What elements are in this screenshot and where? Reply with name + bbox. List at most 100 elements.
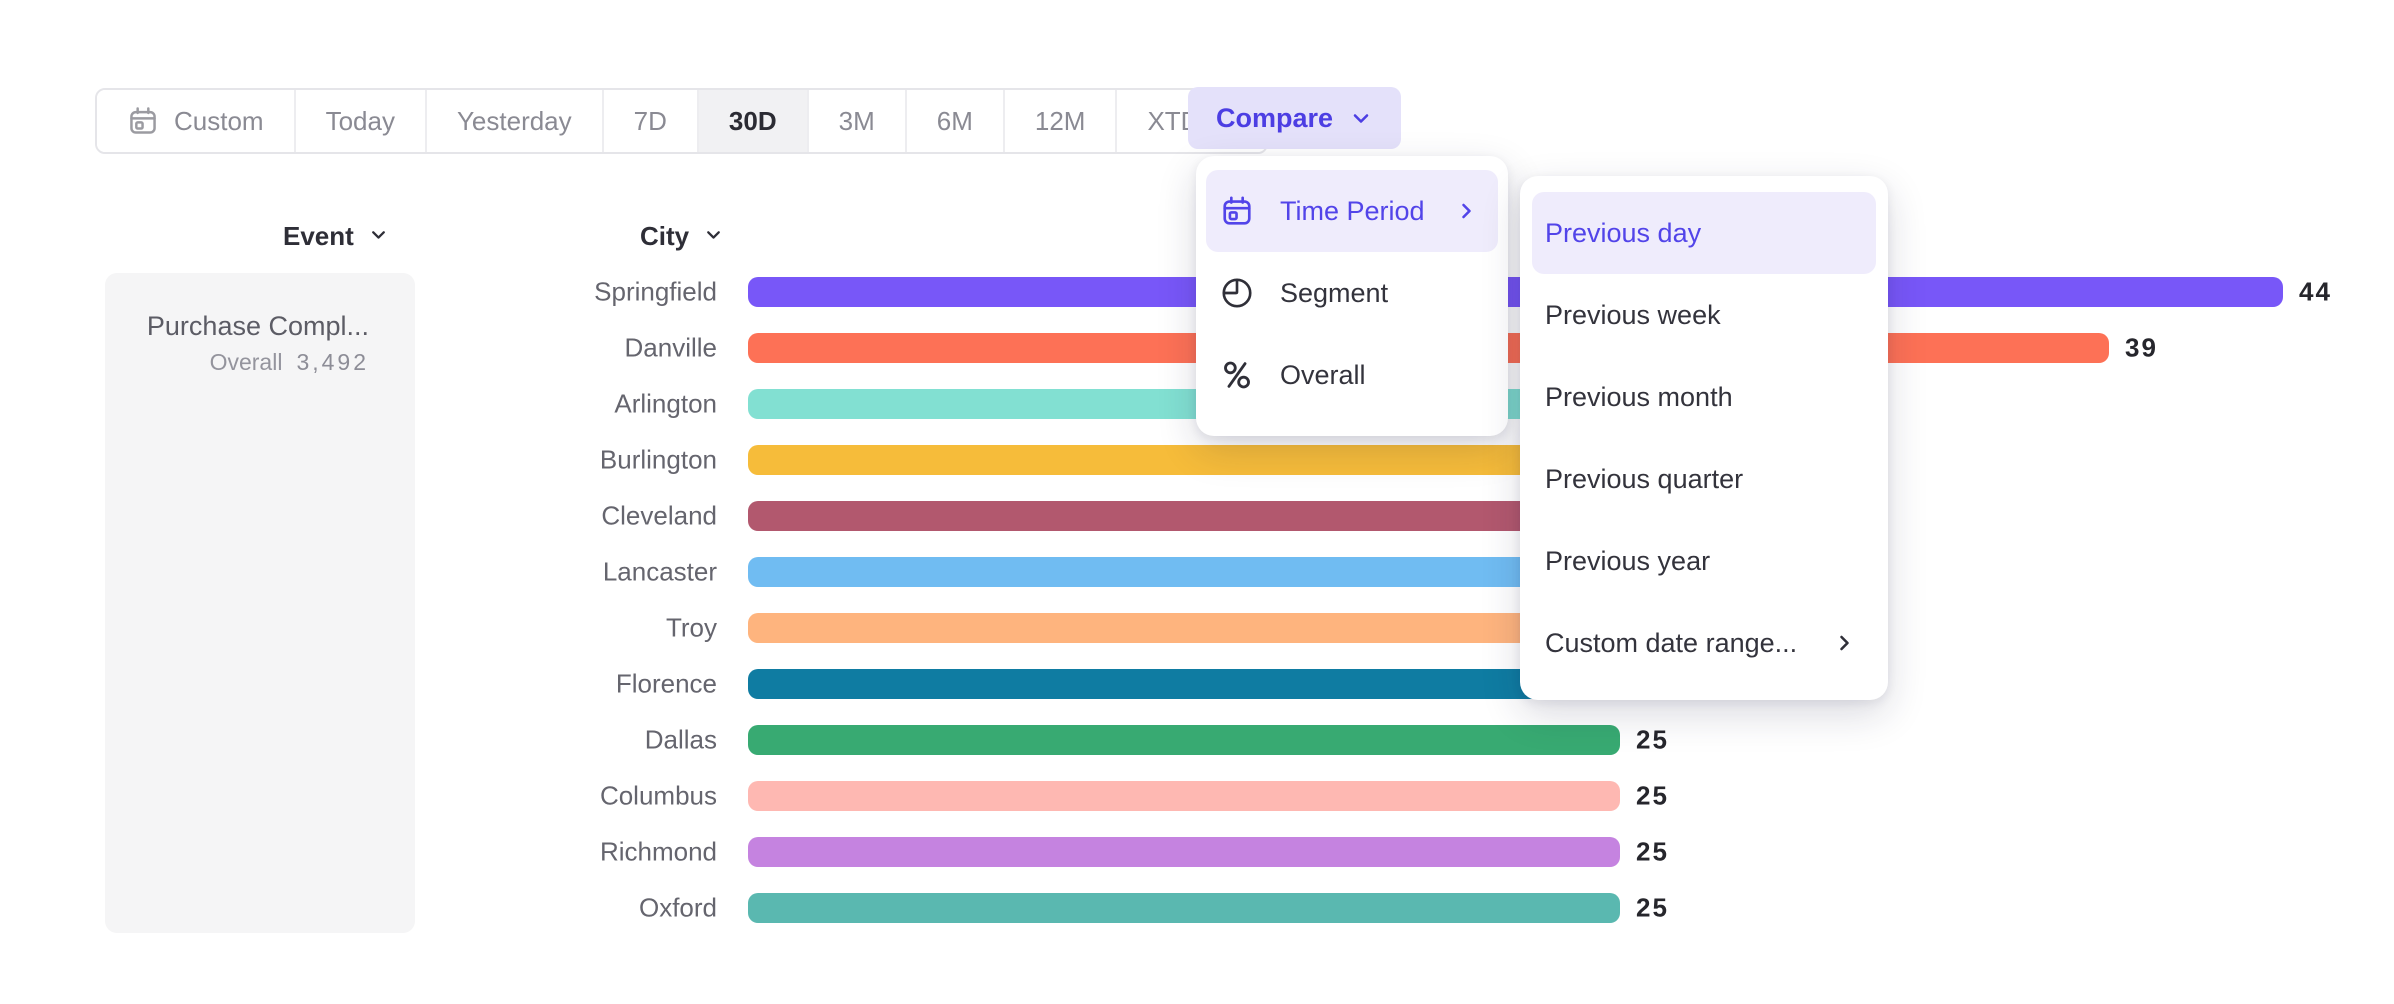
- chevron-down-icon: [703, 221, 724, 252]
- menu-item-label: Previous year: [1545, 545, 1711, 576]
- time-period-submenu: Previous day Previous week Previous month P…: [1520, 176, 1888, 700]
- compare-button[interactable]: Compare: [1188, 87, 1402, 149]
- row-label: Lancaster: [602, 556, 717, 587]
- bar-value: 39: [2125, 332, 2158, 363]
- city-column-header-label: City: [640, 221, 690, 251]
- event-overall-label: Overall: [209, 349, 283, 375]
- segment-pie-icon: [1218, 276, 1256, 310]
- chevron-right-icon: [1840, 635, 1849, 651]
- event-panel: Purchase Compl... Overall 3,492: [105, 273, 415, 933]
- chart-row-lancaster: Lancaster: [0, 544, 2394, 600]
- menu-item-segment[interactable]: Segment: [1206, 252, 1498, 334]
- bar-value: 25: [1636, 892, 1669, 923]
- chart-row-burlington: Burlington: [0, 432, 2394, 488]
- calendar-icon: [130, 107, 156, 134]
- chevron-right-icon: [1462, 203, 1471, 219]
- event-column-header[interactable]: Event: [283, 221, 389, 252]
- range-7d[interactable]: 7D: [603, 90, 699, 152]
- bar-dallas[interactable]: [748, 725, 1620, 755]
- menu-item-label: Previous month: [1545, 381, 1733, 412]
- row-label: Springfield: [594, 276, 717, 307]
- menu-item-previous-year[interactable]: Previous year: [1532, 520, 1876, 602]
- range-label: 7D: [633, 105, 667, 136]
- menu-item-previous-day[interactable]: Previous day: [1532, 192, 1876, 274]
- menu-item-time-period[interactable]: Time Period: [1206, 170, 1498, 252]
- chart-row-springfield: Springfield 44: [0, 264, 2394, 320]
- chart-row-troy: Troy: [0, 600, 2394, 656]
- chevron-down-icon: [1353, 114, 1369, 123]
- event-list-item[interactable]: Purchase Compl... Overall 3,492: [105, 273, 415, 403]
- compare-menu: Time Period Segment Overall: [1196, 156, 1508, 436]
- row-label: Oxford: [638, 892, 717, 923]
- menu-item-label: Time Period: [1280, 195, 1425, 226]
- city-column-header[interactable]: City: [640, 221, 724, 252]
- percent-icon: [1224, 361, 1250, 389]
- menu-item-overall[interactable]: Overall: [1206, 334, 1498, 416]
- chevron-down-icon: [368, 221, 389, 252]
- range-label: Today: [325, 105, 395, 136]
- range-custom[interactable]: Custom: [97, 90, 296, 152]
- segment-pie-icon: [1222, 278, 1252, 308]
- menu-item-label: Custom date range...: [1545, 627, 1798, 658]
- chevron-down-icon: [707, 231, 721, 239]
- calendar-icon: [1223, 196, 1251, 225]
- menu-item-previous-week[interactable]: Previous week: [1532, 274, 1876, 356]
- event-overall: Overall 3,492: [210, 349, 369, 376]
- range-label: 12M: [1034, 105, 1086, 136]
- menu-item-label: Previous day: [1545, 217, 1702, 248]
- chart-row-richmond: Richmond 25: [0, 824, 2394, 880]
- menu-item-label: Previous quarter: [1545, 463, 1744, 494]
- bar-value: 25: [1636, 724, 1669, 755]
- bar-value: 25: [1636, 780, 1669, 811]
- row-label: Cleveland: [601, 500, 717, 531]
- bar-columbus[interactable]: [748, 781, 1620, 811]
- range-label: 30D: [728, 105, 777, 136]
- range-label: Yesterday: [456, 105, 572, 136]
- chart-row-florence: Florence: [0, 656, 2394, 712]
- chart-row-oxford: Oxford 25: [0, 880, 2394, 936]
- bar-oxford[interactable]: [748, 893, 1620, 923]
- chart-row-dallas: Dallas 25: [0, 712, 2394, 768]
- chevron-right-icon: [1832, 631, 1856, 655]
- menu-item-label: Previous week: [1545, 299, 1721, 330]
- chart-row-columbus: Columbus 25: [0, 768, 2394, 824]
- menu-item-previous-quarter[interactable]: Previous quarter: [1532, 438, 1876, 520]
- range-6m[interactable]: 6M: [906, 90, 1005, 152]
- menu-item-label: Overall: [1280, 359, 1366, 390]
- row-label: Troy: [665, 612, 717, 643]
- event-column-header-label: Event: [283, 221, 354, 251]
- row-label: Dallas: [644, 724, 717, 755]
- row-label: Florence: [615, 668, 717, 699]
- range-12m[interactable]: 12M: [1004, 90, 1118, 152]
- bar-springfield[interactable]: [748, 277, 2283, 307]
- range-today[interactable]: Today: [295, 90, 427, 152]
- range-label: 3M: [838, 105, 875, 136]
- event-title: Purchase Compl...: [146, 311, 369, 341]
- row-label: Arlington: [614, 388, 717, 419]
- percent-icon: [1218, 358, 1256, 392]
- chevron-right-icon: [1454, 199, 1478, 223]
- row-label: Danville: [624, 332, 718, 363]
- date-range-toolbar: Custom Today Yesterday 7D 30D 3M 6M 12M XTD: [95, 88, 1269, 154]
- bar-value: 25: [1636, 836, 1669, 867]
- range-3m[interactable]: 3M: [808, 90, 907, 152]
- chart-row-cleveland: Cleveland: [0, 488, 2394, 544]
- event-overall-value: 3,492: [296, 349, 369, 375]
- row-label: Columbus: [599, 780, 717, 811]
- range-label: 6M: [936, 105, 973, 136]
- calendar-icon: [1218, 194, 1256, 228]
- row-label: Burlington: [599, 444, 717, 475]
- range-yesterday[interactable]: Yesterday: [426, 90, 604, 152]
- chevron-down-icon: [371, 231, 385, 239]
- menu-item-custom-date-range[interactable]: Custom date range...: [1532, 602, 1876, 684]
- bar-value: 44: [2299, 276, 2332, 307]
- compare-button-label: Compare: [1216, 102, 1334, 133]
- menu-item-label: Segment: [1280, 277, 1389, 308]
- menu-item-previous-month[interactable]: Previous month: [1532, 356, 1876, 438]
- range-label: Custom: [174, 105, 264, 136]
- row-label: Richmond: [599, 836, 717, 867]
- bar-richmond[interactable]: [748, 837, 1620, 867]
- range-30d[interactable]: 30D: [698, 90, 809, 152]
